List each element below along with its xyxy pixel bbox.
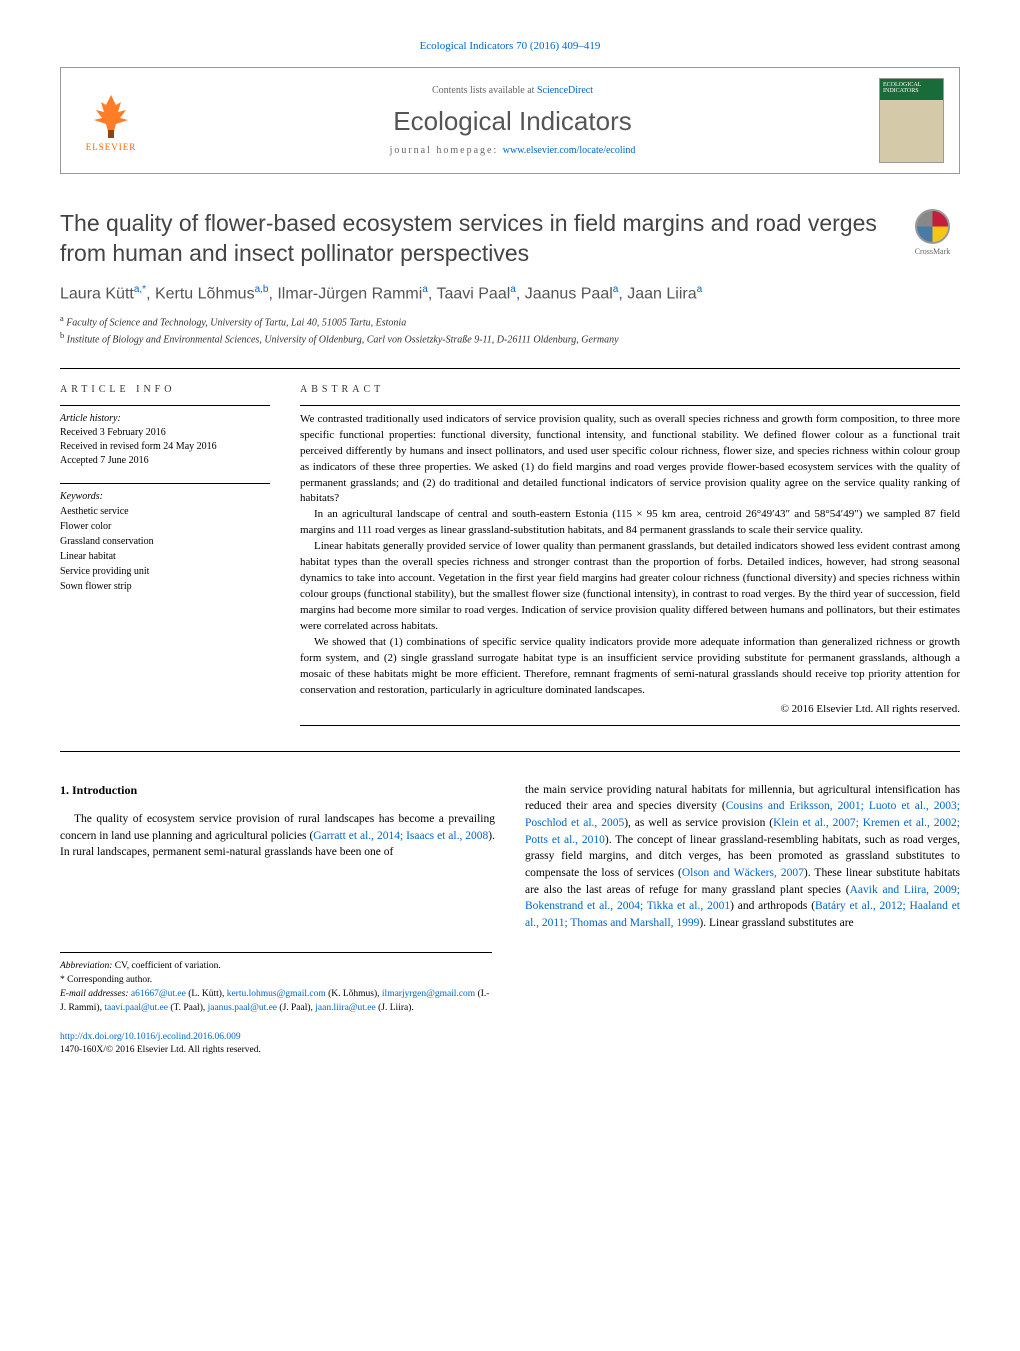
corresponding-author-note: * Corresponding author. [60,973,492,987]
journal-homepage-link[interactable]: www.elsevier.com/locate/ecolind [503,145,636,156]
history-label: Article history: [60,412,270,426]
intro-paragraph: the main service providing natural habit… [525,782,960,932]
journal-name: Ecological Indicators [146,106,879,137]
email-link[interactable]: jaan.liira@ut.ee [315,1003,375,1013]
introduction-heading: 1. Introduction [60,782,495,799]
divider [60,368,960,369]
contents-prefix: Contents lists available at [432,85,537,96]
journal-cover-thumbnail: ECOLOGICAL INDICATORS [879,78,944,163]
journal-homepage-line: journal homepage: www.elsevier.com/locat… [146,145,879,156]
crossmark-badge[interactable]: CrossMark [905,209,960,264]
abstract-copyright: © 2016 Elsevier Ltd. All rights reserved… [300,703,960,715]
body-column-left: 1. Introduction The quality of ecosystem… [60,782,495,932]
abstract-column: ABSTRACT We contrasted traditionally use… [300,384,960,736]
keywords-list: Aesthetic serviceFlower colorGrassland c… [60,504,270,594]
footnotes: Abbreviation: CV, coefficient of variati… [60,952,492,1016]
issn-copyright: 1470-160X/© 2016 Elsevier Ltd. All right… [60,1045,261,1055]
body-column-right: the main service providing natural habit… [525,782,960,932]
sciencedirect-line: Contents lists available at ScienceDirec… [146,85,879,96]
crossmark-label: CrossMark [915,247,951,256]
email-addresses: E-mail addresses: a61667@ut.ee (L. Kütt)… [60,987,492,1016]
abbrev-text: CV, coefficient of variation. [112,961,220,971]
email-link[interactable]: jaanus.paal@ut.ee [208,1003,277,1013]
crossmark-icon [915,209,950,244]
revised-date: Received in revised form 24 May 2016 [60,440,270,454]
email-link[interactable]: ilmarjyrgen@gmail.com [382,989,475,999]
journal-header: ELSEVIER Contents lists available at Sci… [60,67,960,174]
sciencedirect-link[interactable]: ScienceDirect [537,85,593,96]
abstract-heading: ABSTRACT [300,384,960,395]
page-footer: http://dx.doi.org/10.1016/j.ecolind.2016… [60,1031,960,1058]
email-link[interactable]: kertu.lohmus@gmail.com [227,989,326,999]
abstract-text: We contrasted traditionally used indicat… [300,412,960,699]
journal-reference: Ecological Indicators 70 (2016) 409–419 [60,40,960,52]
divider [60,751,960,752]
affiliations: a Faculty of Science and Technology, Uni… [60,313,960,348]
abbreviation-note: Abbreviation: CV, coefficient of variati… [60,959,492,973]
accepted-date: Accepted 7 June 2016 [60,454,270,468]
intro-paragraph: The quality of ecosystem service provisi… [60,811,495,861]
citation-link[interactable]: Garratt et al., 2014; Isaacs et al., 200… [313,830,488,842]
email-label: E-mail addresses: [60,989,129,999]
elsevier-tree-icon [86,90,136,140]
article-title: The quality of flower-based ecosystem se… [60,209,890,269]
email-link[interactable]: taavi.paal@ut.ee [104,1003,168,1013]
email-link[interactable]: a61667@ut.ee [131,989,186,999]
elsevier-logo: ELSEVIER [76,83,146,158]
author-list: Laura Kütta,*, Kertu Lõhmusa,b, Ilmar-Jü… [60,284,960,303]
homepage-prefix: journal homepage: [390,145,503,156]
elsevier-label: ELSEVIER [86,142,137,152]
article-info-sidebar: ARTICLE INFO Article history: Received 3… [60,384,270,736]
received-date: Received 3 February 2016 [60,426,270,440]
abbrev-label: Abbreviation: [60,961,112,971]
keywords-label: Keywords: [60,490,270,504]
article-info-heading: ARTICLE INFO [60,384,270,395]
doi-link[interactable]: http://dx.doi.org/10.1016/j.ecolind.2016… [60,1032,241,1042]
cover-title: ECOLOGICAL INDICATORS [883,82,943,94]
citation-link[interactable]: Olson and Wäckers, 2007 [682,867,804,879]
